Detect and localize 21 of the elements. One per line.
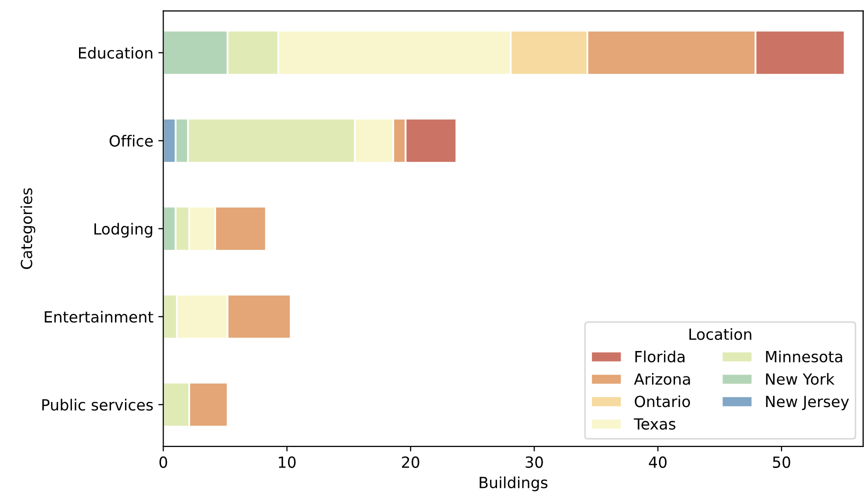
legend-title: Location xyxy=(689,328,752,340)
y-tick-label: Education xyxy=(79,46,152,59)
y-tick-label: Public services xyxy=(42,398,153,411)
x-tick-label: 10 xyxy=(278,456,296,468)
legend-label: Ontario xyxy=(634,395,690,408)
legend-label: Florida xyxy=(635,350,684,362)
legend-label: Texas xyxy=(634,418,676,430)
x-tick-label: 50 xyxy=(772,456,790,468)
legend-label: New York xyxy=(766,373,835,385)
y-tick-label: Entertainment xyxy=(44,310,154,323)
legend-label: New Jersey xyxy=(766,396,849,410)
legend-label: Arizona xyxy=(634,373,690,385)
x-tick-label: 0 xyxy=(159,456,168,468)
y-axis-title: Categories xyxy=(20,188,36,269)
x-axis-title: Buildings xyxy=(480,476,548,492)
legend-label: Minnesota xyxy=(766,350,842,362)
y-tick-label: Office xyxy=(110,134,153,147)
x-tick-label: 40 xyxy=(648,456,667,468)
y-tick-label: Lodging xyxy=(94,222,152,238)
x-tick-label: 20 xyxy=(402,456,420,468)
x-tick-label: 30 xyxy=(526,456,543,468)
